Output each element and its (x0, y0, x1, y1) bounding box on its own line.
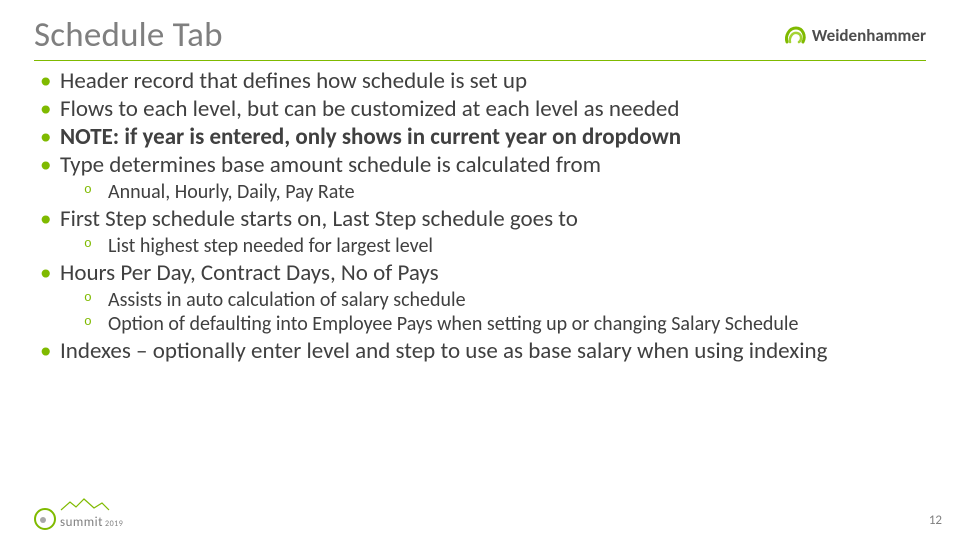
list-item: First Step schedule starts on, Last Step… (34, 205, 926, 258)
brand-swirl-icon (783, 24, 807, 46)
alio-ring-icon (34, 508, 56, 530)
brand-logo: Weidenhammer (783, 24, 926, 46)
list-item: Hours Per Day, Contract Days, No of Pays… (34, 259, 926, 336)
sub-list-item: Assists in auto calculation of salary sc… (60, 288, 926, 312)
slide-title: Schedule Tab (34, 14, 223, 56)
sub-bullet-text: List highest step needed for largest lev… (108, 234, 433, 258)
list-item: Flows to each level, but can be customiz… (34, 95, 926, 123)
list-item: NOTE: if year is entered, only shows in … (34, 123, 926, 151)
slide: Schedule Tab Weidenhammer Header record … (0, 0, 960, 540)
list-item: Indexes – optionally enter level and ste… (34, 337, 926, 365)
bullet-list: Header record that defines how schedule … (34, 67, 926, 365)
bullet-text: Indexes – optionally enter level and ste… (60, 337, 827, 365)
list-item: Header record that defines how schedule … (34, 67, 926, 95)
footer-logo: summit 2019 (34, 496, 123, 530)
footer-summit-text: summit (60, 515, 103, 530)
sub-list-item: Annual, Hourly, Daily, Pay Rate (60, 180, 926, 204)
bullet-text: NOTE: if year is entered, only shows in … (60, 123, 681, 151)
sub-bullet-text: Option of defaulting into Employee Pays … (108, 312, 798, 336)
brand-name: Weidenhammer (812, 25, 926, 46)
list-item: Type determines base amount schedule is … (34, 151, 926, 204)
title-row: Schedule Tab Weidenhammer (34, 14, 926, 61)
mountain-icon (60, 497, 110, 511)
bullet-text: Type determines base amount schedule is … (60, 151, 601, 179)
sub-list: Assists in auto calculation of salary sc… (60, 288, 926, 336)
page-number: 12 (929, 513, 942, 528)
sub-list: Annual, Hourly, Daily, Pay Rate (60, 180, 926, 204)
bullet-text: Hours Per Day, Contract Days, No of Pays (60, 259, 439, 287)
bullet-text: Header record that defines how schedule … (60, 67, 527, 95)
bullet-text: Flows to each level, but can be customiz… (60, 95, 679, 123)
sub-list-item: List highest step needed for largest lev… (60, 234, 926, 258)
sub-list-item: Option of defaulting into Employee Pays … (60, 312, 926, 336)
footer-year: 2019 (105, 519, 123, 529)
sub-list: List highest step needed for largest lev… (60, 234, 926, 258)
bullet-text: First Step schedule starts on, Last Step… (60, 205, 578, 233)
sub-bullet-text: Annual, Hourly, Daily, Pay Rate (108, 180, 355, 204)
sub-bullet-text: Assists in auto calculation of salary sc… (108, 288, 466, 312)
